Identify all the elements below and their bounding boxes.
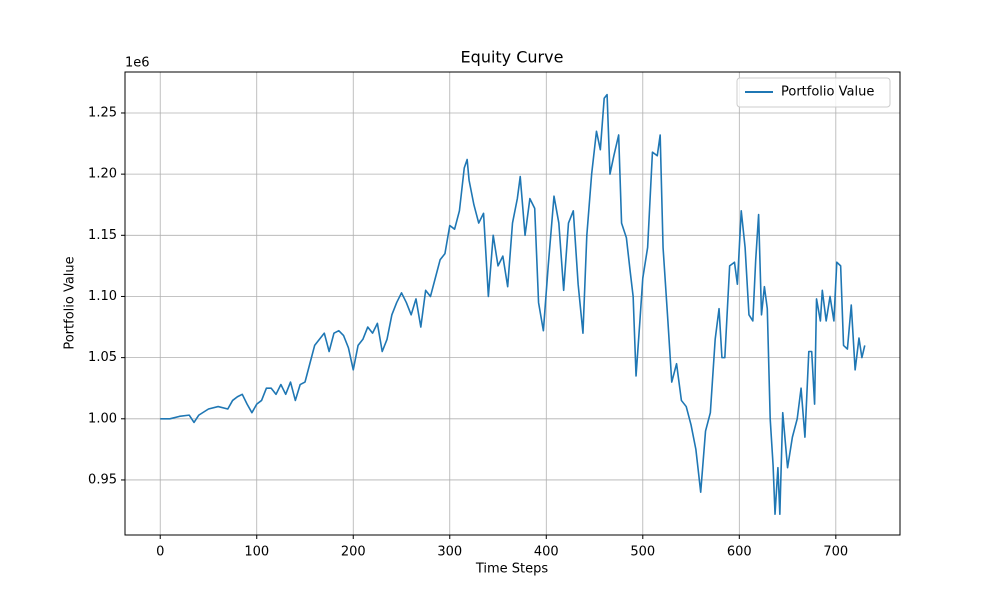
y-tick-label: 1.10	[88, 289, 117, 304]
axes-frame	[124, 71, 901, 536]
y-tick-label: 1.25	[88, 105, 117, 120]
y-tick-label: 1.15	[88, 228, 117, 243]
x-tick-label: 600	[727, 545, 752, 560]
y-tick-label: 1.05	[88, 350, 117, 365]
y-offset-label: 1e6	[125, 56, 150, 71]
x-axis-label: Time Steps	[475, 562, 549, 577]
x-tick-label: 100	[244, 545, 269, 560]
x-tick-label: 500	[630, 545, 655, 560]
y-tick-label: 0.95	[88, 472, 117, 487]
y-axis-label: Portfolio Value	[63, 256, 78, 349]
x-tick-label: 200	[341, 545, 366, 560]
x-tick-label: 700	[823, 545, 848, 560]
x-tick-label: 300	[437, 545, 462, 560]
chart-title: Equity Curve	[461, 48, 564, 67]
y-tick-label: 1.00	[88, 411, 117, 426]
legend-label: Portfolio Value	[781, 85, 874, 100]
y-tick-label: 1.20	[88, 167, 117, 182]
data-line	[160, 93, 866, 515]
x-tick-label: 0	[156, 545, 164, 560]
x-tick-label: 400	[534, 545, 559, 560]
legend-box	[736, 77, 891, 108]
